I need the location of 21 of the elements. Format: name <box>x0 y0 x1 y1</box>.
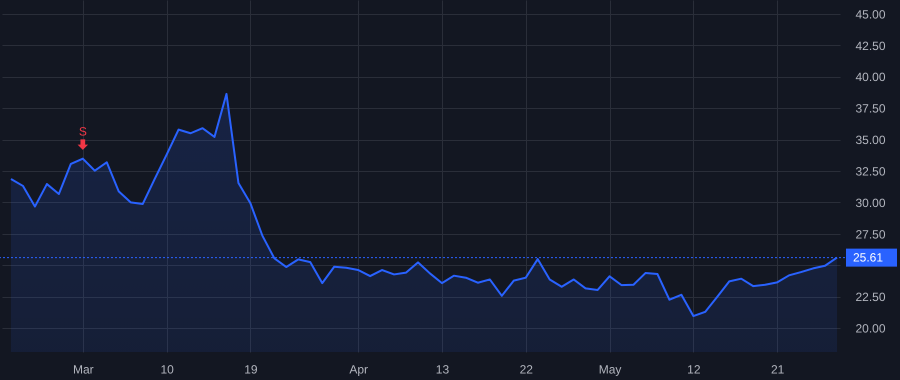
x-tick-label: Apr <box>349 362 368 376</box>
y-tick-label: 35.00 <box>856 133 886 148</box>
y-tick-label: 45.00 <box>856 7 886 22</box>
x-tick-label: 13 <box>436 362 450 376</box>
y-tick-label: 27.50 <box>856 227 886 242</box>
x-tick-label: 19 <box>244 362 258 376</box>
x-tick-label: May <box>598 362 622 376</box>
x-tick-label: 22 <box>520 362 534 376</box>
x-tick-label: 10 <box>160 362 174 376</box>
x-tick-label: 12 <box>687 362 701 376</box>
x-tick-label: 21 <box>770 362 785 376</box>
y-tick-label: 40.00 <box>856 70 886 84</box>
ref-line-label: 25.61 <box>853 250 884 265</box>
y-tick-label: 42.50 <box>856 38 886 53</box>
y-tick-label: 20.00 <box>856 322 886 336</box>
x-tick-label: Mar <box>72 362 94 376</box>
y-tick-label: 22.50 <box>856 290 886 304</box>
y-tick-label: 30.00 <box>856 196 886 210</box>
annotation: S <box>78 124 87 139</box>
y-tick-label: 32.50 <box>856 164 886 178</box>
y-tick-label: 37.50 <box>856 102 886 116</box>
